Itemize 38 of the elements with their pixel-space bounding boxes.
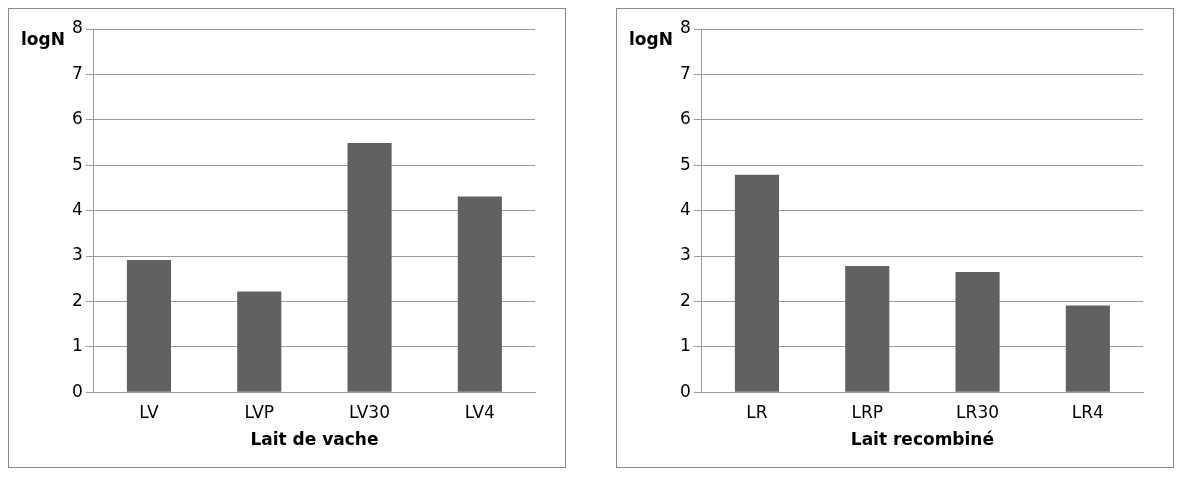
y-tick-label: 7 [679, 62, 691, 83]
y-tick-label: 4 [71, 199, 83, 220]
x-tick-label: LRP [851, 401, 884, 422]
bar [237, 291, 282, 392]
y-axis-title: logN [629, 29, 673, 50]
bar [734, 174, 780, 392]
bar [347, 142, 392, 392]
x-tick-label: LR4 [1071, 401, 1104, 422]
y-tick-label: 5 [679, 153, 691, 174]
bar [845, 265, 890, 392]
y-tick-label: 6 [679, 108, 691, 129]
y-tick-label: 1 [71, 335, 83, 356]
y-tick-label: 8 [71, 17, 83, 38]
bar [1065, 305, 1110, 392]
y-tick-label: 3 [71, 244, 83, 265]
bar [126, 260, 172, 392]
x-axis-title: Lait de vache [250, 429, 379, 450]
y-tick-label: 0 [679, 380, 691, 401]
y-tick-label: 2 [679, 289, 691, 310]
y-tick-label: 3 [679, 244, 691, 265]
bar [955, 271, 1000, 392]
x-tick-label: LV4 [464, 401, 495, 422]
x-axis-title: Lait recombiné [850, 429, 995, 450]
y-axis-title: logN [21, 29, 65, 50]
y-tick-label: 4 [679, 199, 691, 220]
y-tick-label: 7 [71, 62, 83, 83]
x-tick-label: LR [746, 401, 768, 422]
y-tick-label: 2 [71, 289, 83, 310]
y-tick-label: 8 [679, 17, 691, 38]
y-tick-label: 0 [71, 380, 83, 401]
x-tick-label: LR30 [956, 401, 1000, 422]
x-tick-label: LV [139, 401, 159, 422]
y-tick-label: 1 [679, 335, 691, 356]
y-tick-label: 6 [71, 108, 83, 129]
y-tick-label: 5 [71, 153, 83, 174]
x-tick-label: LVP [244, 401, 274, 422]
x-tick-label: LV30 [349, 401, 390, 422]
bar [457, 196, 502, 392]
